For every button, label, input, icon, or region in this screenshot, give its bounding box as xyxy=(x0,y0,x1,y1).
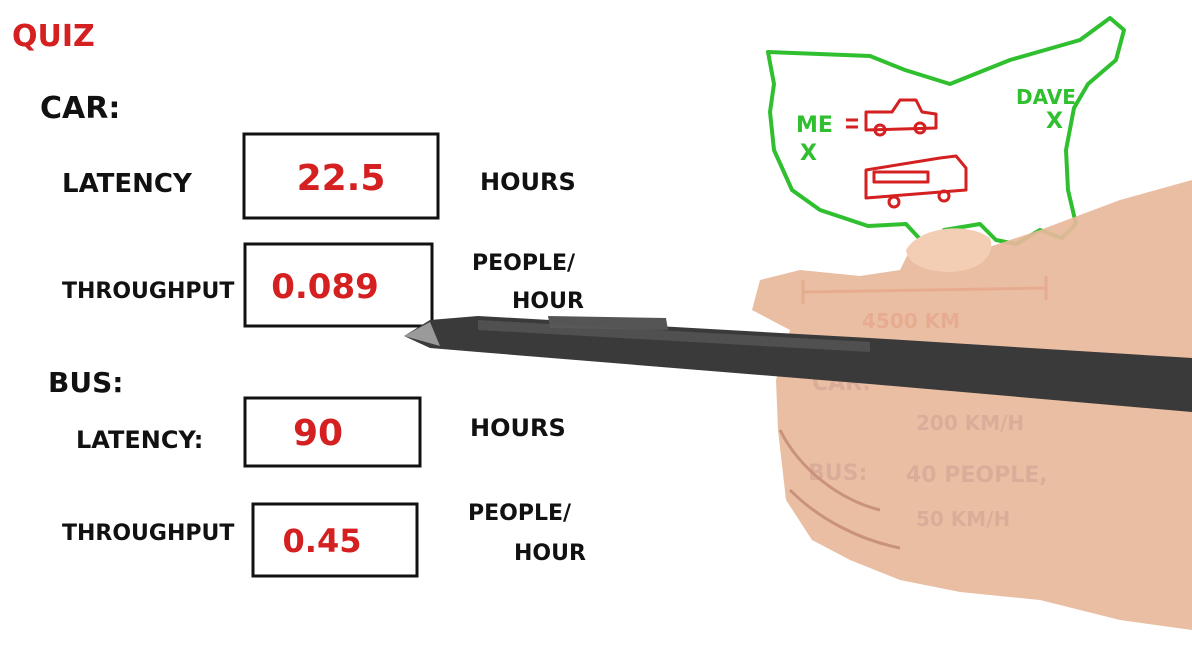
bus-throughput-unit-line2: HOUR xyxy=(514,541,586,566)
quiz-title: QUIZ xyxy=(12,19,95,54)
car-latency-box xyxy=(242,132,440,220)
car-throughput-box xyxy=(243,242,434,328)
car-heading: CAR: xyxy=(40,91,120,126)
bus-throughput-box xyxy=(251,502,419,578)
car-throughput-unit-line1: PEOPLE/ xyxy=(472,251,576,276)
stylus-pen xyxy=(404,316,1192,412)
bus-sketch-icon xyxy=(864,154,968,209)
presenter-hand xyxy=(752,180,1192,630)
bus-latency-label: LATENCY: xyxy=(76,426,203,454)
car-sketch-icon xyxy=(846,98,938,137)
dave-label: DAVE xyxy=(1016,85,1076,109)
car-latency-unit: HOURS xyxy=(480,168,576,196)
dave-marker: X xyxy=(1046,109,1063,134)
car-throughput-label: THROUGHPUT xyxy=(62,279,234,304)
car-latency-label: LATENCY xyxy=(62,169,193,199)
bus-throughput-value: 0.45 xyxy=(283,522,362,560)
bus-throughput-unit-line1: PEOPLE/ xyxy=(468,501,572,526)
bus-throughput-label: THROUGHPUT xyxy=(62,521,234,546)
car-latency-value: 22.5 xyxy=(297,158,386,199)
me-label: ME xyxy=(796,113,833,138)
car-throughput-unit-line2: HOUR xyxy=(512,289,584,314)
bus-latency-unit: HOURS xyxy=(470,414,566,442)
bus-latency-box xyxy=(243,396,422,468)
car-throughput-value: 0.089 xyxy=(271,267,379,307)
bus-heading: BUS: xyxy=(48,366,123,399)
bus-latency-value: 90 xyxy=(293,413,343,454)
me-marker: X xyxy=(800,141,817,166)
